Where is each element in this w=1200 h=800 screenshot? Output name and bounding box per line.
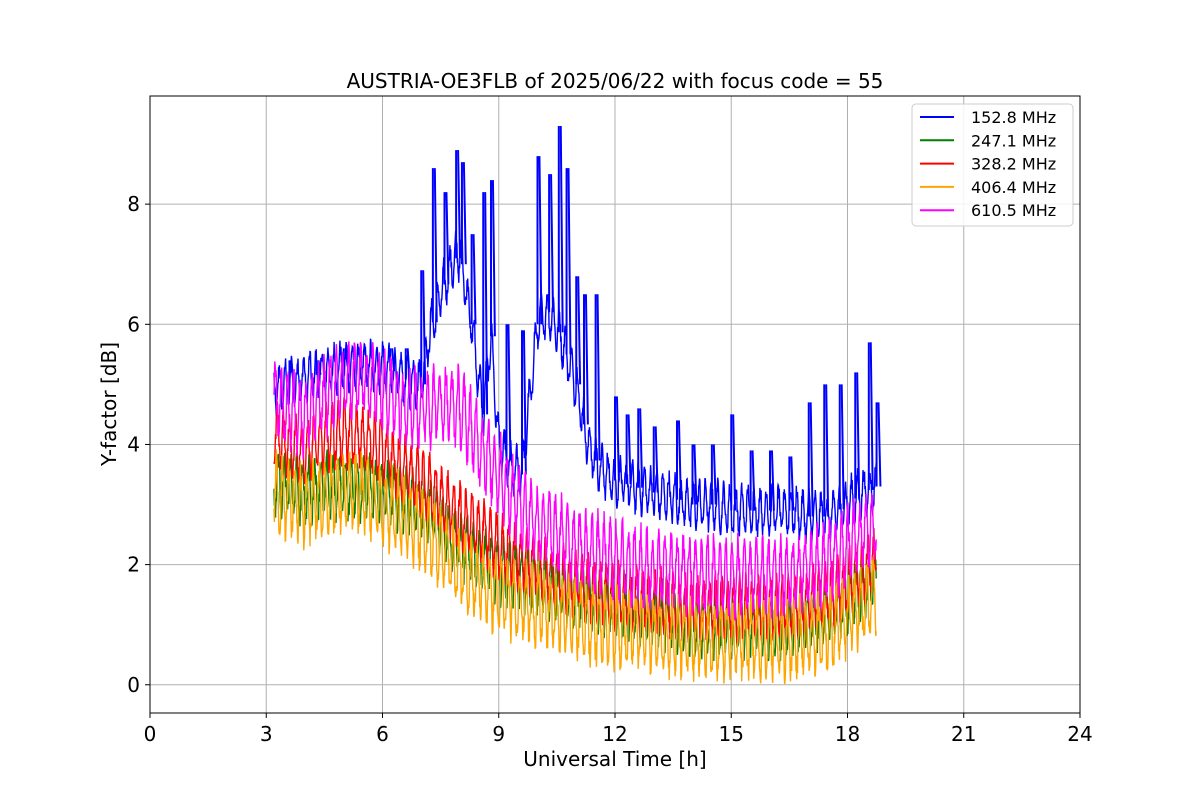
y-tick-label: 2	[127, 553, 140, 577]
y-tick-label: 4	[127, 432, 140, 456]
y-axis: 0 2 4 6 8	[127, 192, 150, 697]
series-spike	[462, 162, 467, 265]
x-tick-label: 6	[376, 722, 389, 746]
series-line-5	[273, 341, 877, 621]
series-spike	[732, 414, 737, 511]
y-tick-label: 0	[127, 673, 140, 697]
series-spike	[615, 396, 620, 481]
series-line-4	[273, 449, 877, 685]
series-spike	[484, 192, 489, 415]
series-spike	[809, 402, 814, 517]
series-spike	[712, 444, 717, 505]
series-spike	[639, 408, 644, 488]
series-spike	[445, 192, 450, 285]
chart-title: AUSTRIA-OE3FLB of 2025/06/22 with focus …	[347, 69, 884, 93]
x-axis: 0 3 6 9 12 15 18 21 24	[144, 713, 1093, 746]
series-spike	[507, 324, 512, 461]
series-spike	[491, 180, 496, 337]
x-tick-label: 21	[951, 722, 976, 746]
legend-label: 152.8 MHz	[971, 108, 1056, 127]
series-spike	[567, 168, 572, 355]
series-spike	[790, 456, 795, 511]
x-tick-label: 18	[835, 722, 860, 746]
series-spike	[877, 402, 882, 487]
series-spike	[869, 342, 874, 490]
series-group	[273, 126, 882, 685]
series-spike	[751, 450, 756, 511]
legend: 152.8 MHz 247.1 MHz 328.2 MHz 406.4 MHz 610.…	[911, 103, 1074, 227]
series-spike	[422, 270, 427, 385]
legend-label: 610.5 MHz	[971, 201, 1056, 220]
legend-box	[911, 103, 1074, 227]
series-spike	[577, 276, 582, 385]
legend-label: 247.1 MHz	[971, 131, 1056, 150]
series-spike	[770, 450, 775, 511]
x-axis-label: Universal Time [h]	[523, 747, 706, 771]
x-tick-label: 0	[144, 722, 157, 746]
y-tick-label: 8	[127, 192, 140, 216]
series-spike	[472, 234, 477, 325]
series-spike	[538, 156, 543, 325]
series-spike	[391, 348, 396, 372]
series-spike	[522, 330, 527, 475]
series-spike	[550, 174, 554, 313]
series-spike	[457, 150, 461, 259]
series-spike	[677, 420, 682, 500]
series-spike	[856, 372, 861, 499]
series-spike	[584, 294, 589, 425]
series-spike	[840, 384, 845, 510]
x-tick-label: 15	[719, 722, 744, 746]
y-tick-label: 6	[127, 312, 140, 336]
series-spike	[825, 384, 830, 517]
x-tick-label: 12	[602, 722, 627, 746]
series-spike	[627, 414, 632, 485]
legend-label: 328.2 MHz	[971, 155, 1056, 174]
x-tick-label: 3	[260, 722, 273, 746]
x-tick-label: 24	[1067, 722, 1092, 746]
series-spike	[433, 168, 438, 323]
series-spike	[559, 126, 564, 333]
series-spike	[654, 426, 659, 493]
legend-label: 406.4 MHz	[971, 178, 1056, 197]
y-axis-label: Y-factor [dB]	[97, 342, 121, 467]
series-spike	[693, 444, 698, 505]
x-tick-label: 9	[492, 722, 505, 746]
series-spike	[596, 294, 601, 461]
